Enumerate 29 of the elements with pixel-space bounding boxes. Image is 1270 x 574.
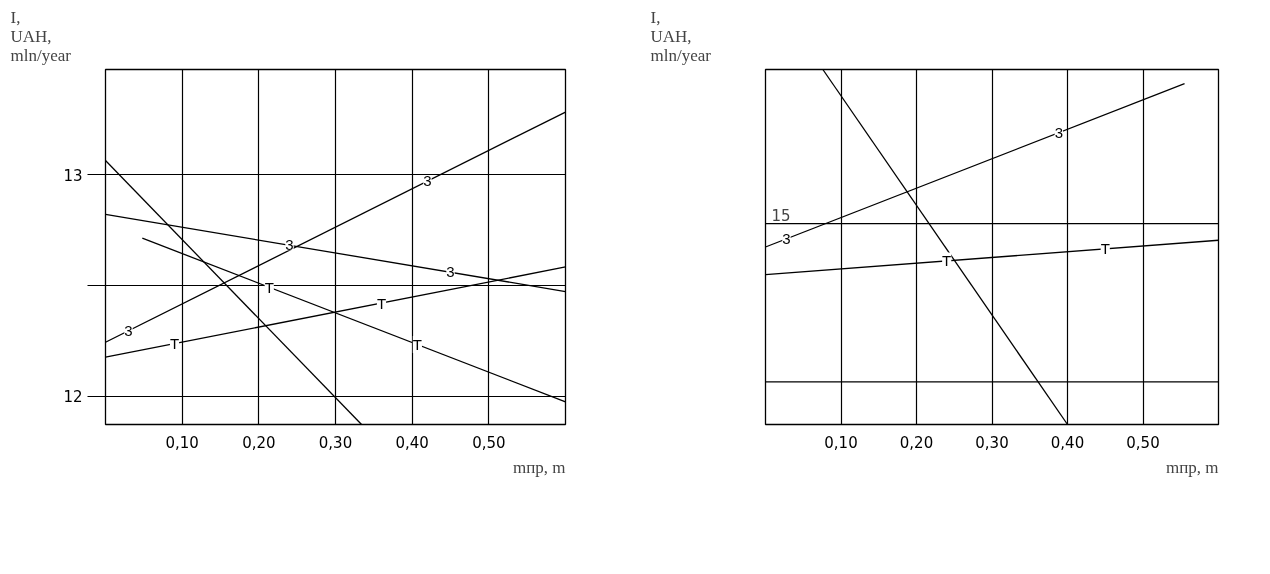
text: 3 <box>1054 123 1063 141</box>
x-tick-label: 0,40 <box>1050 433 1085 452</box>
text: 3 <box>423 172 432 190</box>
y-axis-title: I, UAH, mln/year <box>650 7 712 65</box>
series-label: 3 <box>782 229 791 247</box>
series-label: 3 <box>285 236 294 254</box>
series-label: T <box>412 336 422 354</box>
x-tick-label: 0,10 <box>824 433 858 452</box>
text: T <box>169 335 180 353</box>
series-label: 3 <box>124 321 133 339</box>
annotation: 15 <box>771 206 791 225</box>
y-tick-label: 12 <box>63 388 83 407</box>
series-label: T <box>942 252 952 270</box>
series-label: T <box>376 294 387 312</box>
x-axis-title: mпр, m <box>512 457 566 477</box>
y-tick-label: 13 <box>63 166 83 185</box>
x-axis-title: mпр, m <box>1165 457 1219 477</box>
x-tick-label: 0,50 <box>1126 433 1160 452</box>
x-tick-label: 0,40 <box>395 433 429 452</box>
x-tick-label: 0,30 <box>975 433 1009 452</box>
x-tick-label: 0,20 <box>242 433 276 452</box>
x-tick-label: 0,10 <box>165 433 199 452</box>
x-tick-label: 0,20 <box>899 433 934 452</box>
text: T <box>1100 240 1110 258</box>
text: 3 <box>446 263 455 281</box>
x-tick-label: 0,50 <box>472 433 506 452</box>
text: T <box>264 278 274 296</box>
y-axis-title: I, UAH, mln/year <box>10 7 72 65</box>
x-tick-label: 0,30 <box>318 433 353 452</box>
